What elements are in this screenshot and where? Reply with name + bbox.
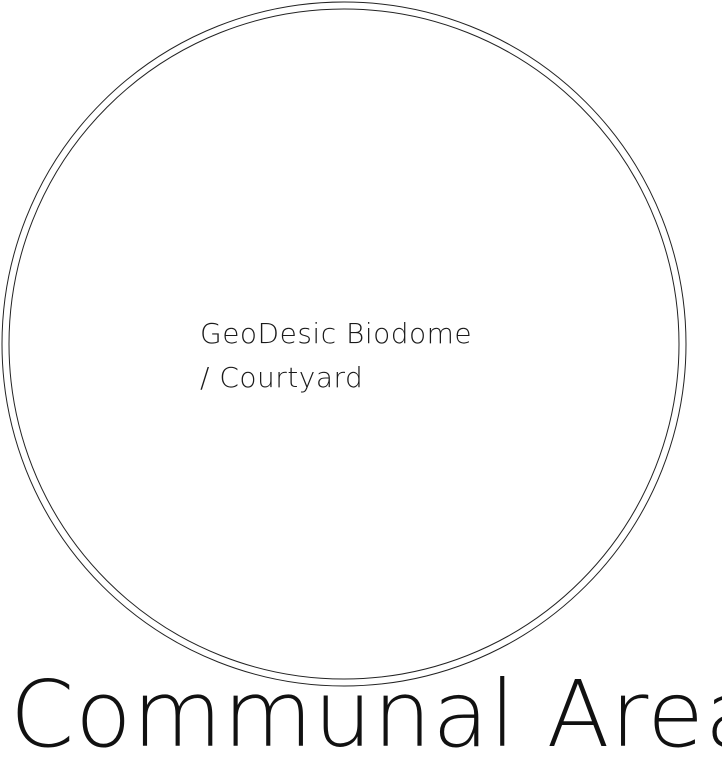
biodome-outer-ring xyxy=(1,1,687,687)
biodome-label-line1: GeoDesic Biodome xyxy=(200,317,473,350)
biodome-label: GeoDesic Biodome / Courtyard xyxy=(200,312,472,400)
biodome-inner-ring xyxy=(8,8,680,680)
area-title: Communal Area xyxy=(10,661,722,768)
biodome-label-line2: / Courtyard xyxy=(200,361,364,394)
